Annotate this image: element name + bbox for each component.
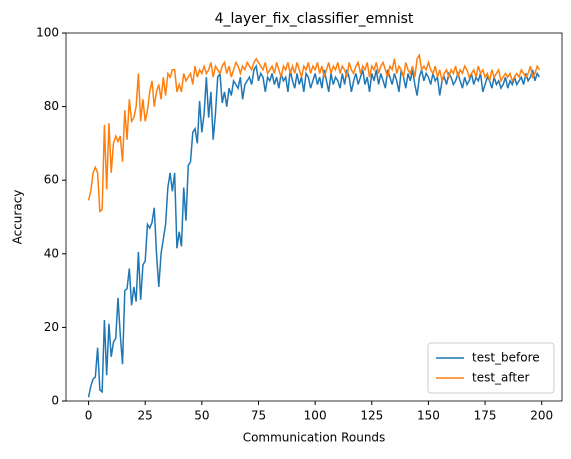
x-tick-label: 200	[530, 409, 553, 423]
series-line	[87, 52, 541, 213]
x-tick-label: 50	[194, 409, 209, 423]
legend-label: test_after	[472, 371, 530, 385]
plot-frame	[65, 32, 563, 402]
x-tick-label: 125	[360, 409, 383, 423]
legend-label: test_before	[472, 351, 540, 365]
x-axis-label: Communication Rounds	[243, 431, 386, 445]
x-tick-label: 0	[85, 409, 93, 423]
y-tick-label: 20	[44, 320, 59, 334]
y-tick-label: 40	[44, 246, 59, 260]
y-tick-label: 60	[44, 173, 59, 187]
chart-title: 4_layer_fix_classifier_emnist	[215, 11, 414, 27]
x-tick-label: 175	[474, 409, 497, 423]
y-tick-label: 0	[51, 394, 59, 408]
x-tick-label: 75	[251, 409, 266, 423]
legend-box	[427, 342, 555, 394]
x-tick-label: 25	[138, 409, 153, 423]
series-line	[87, 63, 541, 398]
y-tick-label: 100	[36, 26, 59, 40]
y-tick-label: 80	[44, 99, 59, 113]
x-tick-label: 150	[417, 409, 440, 423]
x-tick-label: 100	[304, 409, 327, 423]
y-axis-label: Accuracy	[11, 190, 25, 245]
